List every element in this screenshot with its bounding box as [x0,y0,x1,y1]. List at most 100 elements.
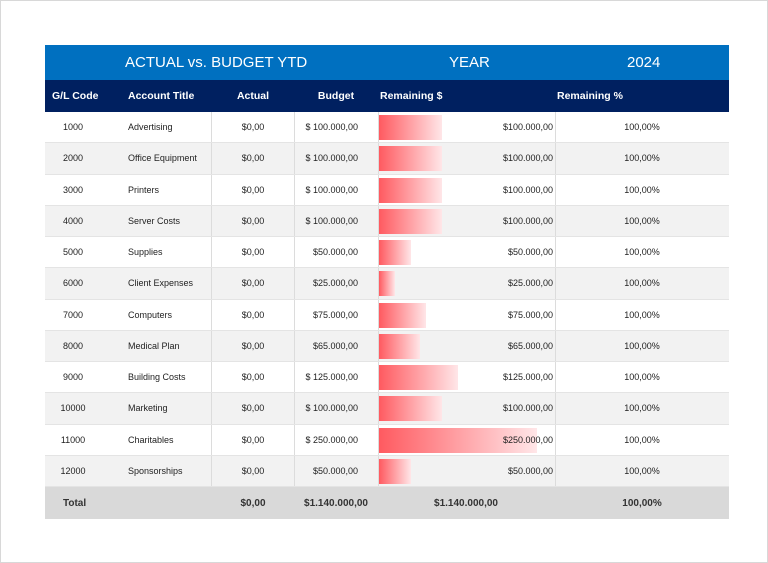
remaining-data-bar [379,427,537,453]
divider [294,268,295,299]
divider [555,268,556,299]
divider [555,362,556,393]
divider [555,455,556,486]
remaining-value: $75.000,00 [507,309,553,320]
divider [555,205,556,236]
account-title: Medical Plan [128,340,180,351]
remaining-data-bar [379,208,443,234]
actual-value: $0,00 [241,465,265,476]
divider [211,299,212,330]
budget-value: $ 125.000,00 [305,372,358,382]
account-title: Marketing [128,403,168,414]
remaining-pct: 100,00% [624,309,660,320]
remaining-pct: 100,00% [624,465,660,476]
remaining-value: $100.000,00 [502,153,553,164]
report-title: ACTUAL vs. BUDGET YTD [125,54,308,71]
divider [211,205,212,236]
divider [211,393,212,424]
actual-value: $0,00 [241,122,265,132]
budget-value: $ 100.000,00 [305,153,358,164]
budget-value: $50.000,00 [312,247,358,257]
gl-code: 10000 [60,403,86,414]
divider [378,205,379,236]
total-label: Total [63,498,87,509]
gl-code: 2000 [62,153,84,164]
divider [294,393,295,424]
remaining-value: $50.000,00 [507,247,553,257]
remaining-data-bar [379,146,443,172]
divider [211,330,212,361]
actual-value: $0,00 [241,372,265,382]
account-title: Computers [128,309,173,320]
actual-value: $0,00 [241,247,265,257]
col-remaining-dollar: Remaining $ [380,90,443,102]
budget-value: $ 100.000,00 [305,122,358,132]
col-remaining-pct: Remaining % [557,90,623,102]
total-row: Total $0,00 $1.140.000,00 $1.140.000,00 … [45,487,729,519]
divider [211,237,212,268]
remaining-value: $100.000,00 [502,184,553,195]
gl-code: 5000 [62,247,84,257]
column-header-row: G/L Code Account Title Actual Budget Rem… [45,80,729,112]
actual-value: $0,00 [241,403,265,414]
col-account-title: Account Title [128,90,195,102]
table-row: 9000 Building Costs $0,00 $ 125.000,00 $… [45,362,729,394]
col-budget: Budget [317,90,355,102]
year-label: YEAR [449,54,490,71]
table-row: 6000 Client Expenses $0,00 $25.000,00 $2… [45,268,729,300]
remaining-data-bar [379,396,443,422]
account-title: Client Expenses [128,278,194,289]
divider [378,393,379,424]
remaining-value: $100.000,00 [502,122,553,132]
actual-value: $0,00 [241,153,265,164]
title-bar: ACTUAL vs. BUDGET YTD YEAR 2024 [45,45,729,80]
actual-value: $0,00 [241,215,265,226]
budget-value: $50.000,00 [312,465,358,476]
remaining-value: $125.000,00 [502,372,553,382]
divider [378,112,379,143]
divider [555,174,556,205]
divider [378,174,379,205]
remaining-pct: 100,00% [624,215,660,226]
divider [211,424,212,455]
table-row: 8000 Medical Plan $0,00 $65.000,00 $65.0… [45,330,729,362]
remaining-data-bar [379,458,411,484]
divider [555,143,556,174]
divider [294,362,295,393]
remaining-data-bar [379,302,427,328]
remaining-data-bar [379,115,443,140]
remaining-pct: 100,00% [624,434,660,445]
table-row: 2000 Office Equipment $0,00 $ 100.000,00… [45,143,729,175]
account-title: Advertising [128,122,173,132]
gl-code: 12000 [60,465,86,476]
divider [555,330,556,361]
divider [378,455,379,486]
table-row: 7000 Computers $0,00 $75.000,00 $75.000,… [45,299,729,331]
year-value[interactable]: 2024 [627,54,661,71]
account-title: Building Costs [128,372,186,382]
divider [211,268,212,299]
divider [294,237,295,268]
divider [378,143,379,174]
divider [378,330,379,361]
divider [211,174,212,205]
gl-code: 4000 [62,215,84,226]
actual-value: $0,00 [241,309,265,320]
divider [294,299,295,330]
remaining-pct: 100,00% [624,372,660,382]
remaining-data-bar [379,177,443,203]
divider [294,424,295,455]
gl-code: 1000 [62,122,84,132]
table-row: 10000 Marketing $0,00 $ 100.000,00 $100.… [45,393,729,425]
remaining-pct: 100,00% [624,153,660,164]
budget-value: $ 100.000,00 [305,184,358,195]
divider [378,237,379,268]
divider [294,330,295,361]
remaining-value: $100.000,00 [502,403,553,414]
table-row: 5000 Supplies $0,00 $50.000,00 $50.000,0… [45,237,729,269]
account-title: Printers [128,184,160,195]
divider [378,362,379,393]
actual-value: $0,00 [241,434,265,445]
account-title: Sponsorships [128,465,183,476]
col-gl-code: G/L Code [52,90,99,102]
